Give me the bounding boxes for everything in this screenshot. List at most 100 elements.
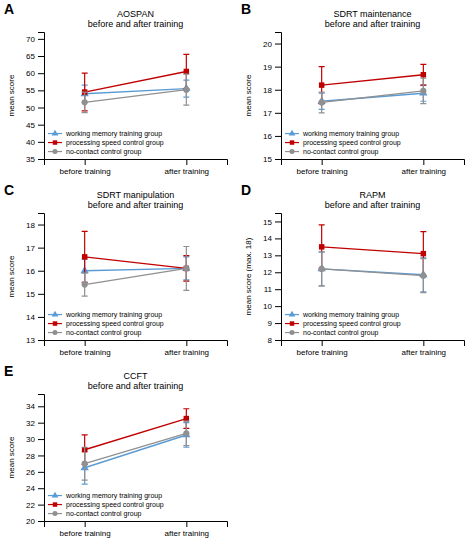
tick-label: 20 xyxy=(26,517,35,526)
tick-label: 19 xyxy=(263,63,272,72)
y-tick: 8 xyxy=(268,336,281,345)
error-bar xyxy=(183,246,189,290)
title-line: RAPM xyxy=(359,190,385,200)
legend-marker xyxy=(53,140,57,144)
legend-label: processing speed control group xyxy=(66,320,164,328)
tick-label: 55 xyxy=(26,86,35,95)
title-line: before and after training xyxy=(325,200,421,210)
legend-item: no-contact control group xyxy=(285,329,379,337)
y-tick: 12 xyxy=(263,268,281,277)
tick-label: 24 xyxy=(26,484,35,493)
y-tick: 28 xyxy=(26,452,44,461)
legend: working memory training groupprocessing … xyxy=(48,311,164,337)
y-axis: 89101112131415 xyxy=(263,214,281,346)
y-tick: 14 xyxy=(263,234,281,243)
tick-label: after training xyxy=(165,348,209,357)
series xyxy=(81,257,191,282)
y-axis-title: mean score xyxy=(244,74,253,116)
legend-item: processing speed control group xyxy=(48,320,164,328)
tick-label: 15 xyxy=(26,290,35,299)
y-tick: 13 xyxy=(263,251,281,260)
panel-label: D xyxy=(241,182,251,198)
tick-mark xyxy=(423,340,424,346)
x-tick: after training xyxy=(402,340,446,357)
x-tick: after training xyxy=(165,159,209,176)
legend-label: working memory training group xyxy=(302,130,399,138)
plot-area: 131415161718before trainingafter trainin… xyxy=(7,190,228,357)
series xyxy=(81,423,191,484)
tick-mark xyxy=(85,340,86,346)
tick-mark xyxy=(38,248,44,249)
y-axis-title: mean score xyxy=(7,436,16,478)
line xyxy=(322,75,424,85)
point xyxy=(183,87,189,93)
y-tick: 13 xyxy=(26,336,44,345)
legend: working memory training groupprocessing … xyxy=(285,311,401,337)
legend-label: no-contact control group xyxy=(66,510,142,518)
y-tick: 10 xyxy=(263,302,281,311)
panel-label: B xyxy=(241,1,251,17)
tick-mark xyxy=(275,238,281,239)
legend-label: processing speed control group xyxy=(303,320,401,328)
y-axis: 3540455055606570 xyxy=(26,33,44,165)
error-bar xyxy=(183,421,189,446)
tick-label: before training xyxy=(297,348,348,357)
legend-item: no-contact control group xyxy=(48,148,142,156)
legend-marker xyxy=(289,149,294,154)
tick-mark xyxy=(85,521,86,527)
series xyxy=(319,252,427,293)
tick-mark xyxy=(186,340,187,346)
point xyxy=(184,266,189,271)
error-bar xyxy=(82,92,88,113)
y-axis-title: mean score xyxy=(7,74,16,116)
tick-label: after training xyxy=(402,348,446,357)
y-axis-title: mean score xyxy=(7,255,16,297)
legend-item: processing speed control group xyxy=(48,501,164,509)
tick-mark xyxy=(38,317,44,318)
tick-label: 9 xyxy=(268,319,273,328)
x-tick: before training xyxy=(60,340,111,357)
title: SDRT maintenancebefore and after trainin… xyxy=(325,9,421,29)
legend-label: processing speed control group xyxy=(66,139,164,147)
legend-label: no-contact control group xyxy=(66,329,142,337)
tick-label: 45 xyxy=(26,121,35,130)
tick-label: 60 xyxy=(26,69,35,78)
axis-line xyxy=(45,341,228,347)
x-tick: after training xyxy=(165,521,209,538)
line xyxy=(85,257,187,269)
legend-marker xyxy=(290,140,294,144)
plot-area: 89101112131415before trainingafter train… xyxy=(244,190,465,357)
axis-line xyxy=(45,522,228,528)
tick-label: 65 xyxy=(26,52,35,61)
tick-label: 40 xyxy=(26,138,35,147)
line xyxy=(85,419,187,450)
x-tick: before training xyxy=(297,159,348,176)
point xyxy=(420,88,426,94)
tick-label: 13 xyxy=(26,336,35,345)
tick-mark xyxy=(38,406,44,407)
tick-mark xyxy=(275,44,281,45)
x-tick: before training xyxy=(60,159,111,176)
tick-mark xyxy=(275,159,281,160)
tick-mark xyxy=(186,521,187,527)
y-tick: 70 xyxy=(26,35,44,44)
legend-item: no-contact control group xyxy=(48,329,142,337)
legend-item: working memory training group xyxy=(48,311,162,319)
series xyxy=(318,85,428,109)
point xyxy=(319,244,324,249)
error-bar xyxy=(82,447,88,480)
y-tick: 15 xyxy=(263,155,281,164)
tick-label: 20 xyxy=(263,40,272,49)
y-tick: 11 xyxy=(264,285,281,294)
legend-label: working memory training group xyxy=(302,311,399,319)
marks xyxy=(81,54,191,112)
point xyxy=(182,430,190,437)
line xyxy=(322,269,424,276)
y-tick: 19 xyxy=(263,63,281,72)
axis-line xyxy=(38,33,45,160)
line xyxy=(85,435,187,468)
title-line: AOSPAN xyxy=(117,9,154,19)
tick-mark xyxy=(38,340,44,341)
title-line: SDRT manipulation xyxy=(97,190,175,200)
tick-label: 22 xyxy=(26,501,35,510)
